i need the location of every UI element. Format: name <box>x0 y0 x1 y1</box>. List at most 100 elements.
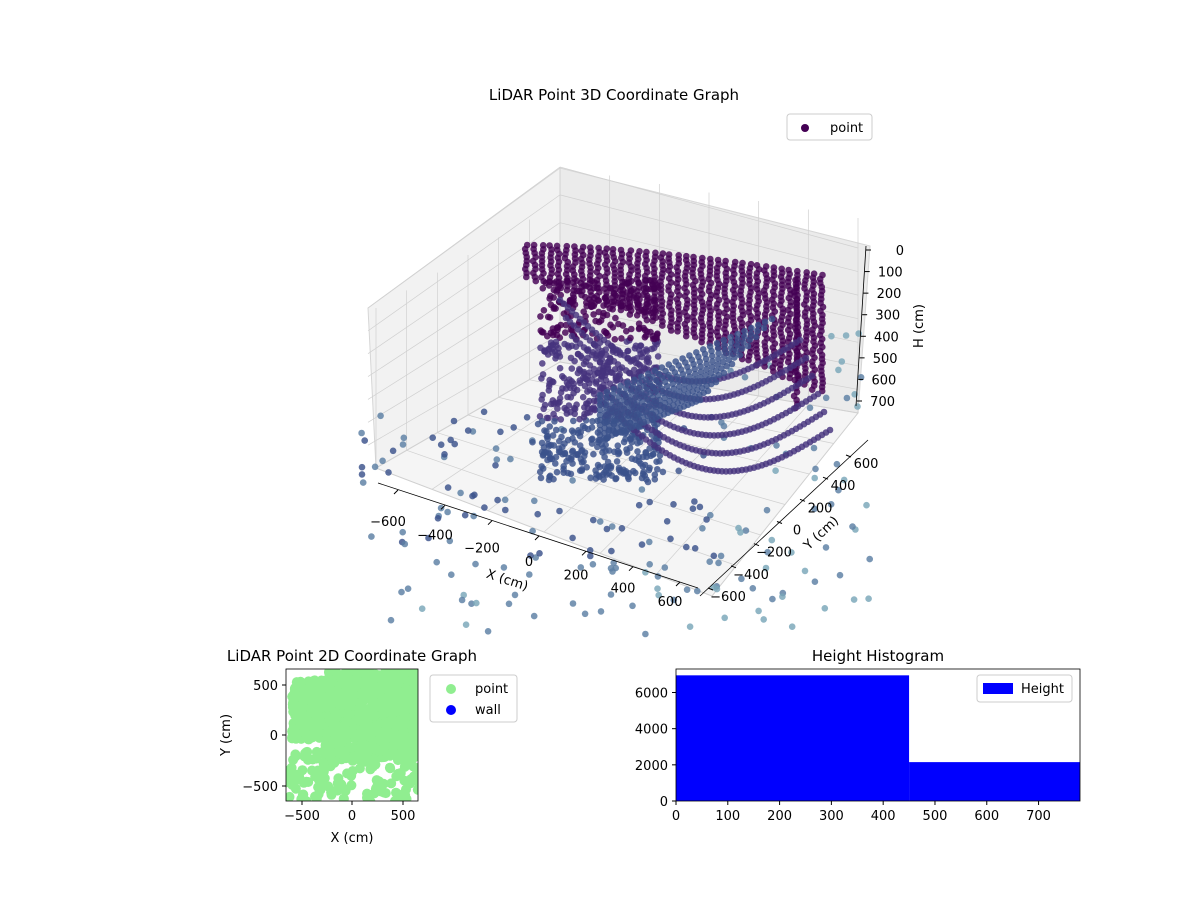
point-3d <box>721 352 728 360</box>
point-3d <box>636 379 643 387</box>
point-3d <box>540 405 547 413</box>
point-3d <box>709 358 716 365</box>
points-2d <box>286 669 418 801</box>
point-2d <box>341 753 351 764</box>
x-ticks-2d: −500 0 500 <box>284 801 415 824</box>
point-3d <box>608 298 616 306</box>
point-3d <box>629 382 637 389</box>
point-3d <box>591 406 599 414</box>
point-3d <box>510 424 517 431</box>
point-3d <box>451 440 459 448</box>
point-3d <box>741 333 748 340</box>
grid-line <box>367 333 561 446</box>
point-2d <box>339 723 350 733</box>
point-3d <box>835 486 842 494</box>
point-2d <box>292 728 303 739</box>
x-tick-histogram: 0 <box>672 809 680 824</box>
point-3d <box>569 477 576 484</box>
point-3d <box>602 441 609 449</box>
point-2d <box>360 704 371 715</box>
point-3d <box>849 523 856 530</box>
point-3d <box>720 337 728 344</box>
x-tick-2d: 0 <box>348 809 356 824</box>
point-2d <box>288 706 299 717</box>
point-3d <box>768 536 776 544</box>
point-3d <box>480 408 488 416</box>
point-3d <box>681 386 688 393</box>
point-3d <box>801 567 809 575</box>
chart-3d-title: LiDAR Point 3D Coordinate Graph <box>489 86 739 104</box>
point-3d <box>553 468 561 476</box>
x-tick-histogram: 100 <box>715 809 740 824</box>
point-3d <box>614 399 622 406</box>
point-3d <box>644 370 652 378</box>
point-3d <box>640 306 647 314</box>
point-3d <box>505 600 513 608</box>
point-3d <box>811 505 818 513</box>
legend-2d-marker-wall <box>446 705 456 715</box>
point-3d <box>747 330 755 338</box>
point-3d <box>559 385 566 392</box>
point-3d <box>561 404 568 412</box>
point-2d <box>345 687 356 698</box>
point-3d <box>710 584 717 591</box>
point-3d <box>691 333 699 341</box>
point-3d <box>560 374 568 382</box>
x-tick-3d: −600 <box>370 515 406 530</box>
point-3d <box>699 346 707 353</box>
legend-2d-label-point: point <box>475 682 508 697</box>
point-3d <box>551 280 558 287</box>
point-3d <box>544 313 552 321</box>
point-3d <box>640 291 647 299</box>
point-3d <box>827 501 835 508</box>
point-2d <box>355 732 366 743</box>
point-2d <box>386 778 397 789</box>
point-3d <box>529 527 536 535</box>
point-3d <box>609 396 616 403</box>
point-3d <box>703 360 710 368</box>
point-3d <box>691 545 699 552</box>
point-3d <box>663 518 671 525</box>
point-3d <box>665 361 673 368</box>
point-3d <box>578 447 585 455</box>
y-tick-3d: 600 <box>854 457 879 472</box>
point-3d <box>418 605 426 612</box>
z-tick-3d: 700 <box>870 395 895 410</box>
point-3d <box>854 403 861 410</box>
point-3d <box>671 390 678 398</box>
point-3d <box>638 486 646 493</box>
point-3d <box>549 349 556 356</box>
point-3d <box>539 371 547 378</box>
point-3d <box>608 401 616 409</box>
point-3d <box>523 414 531 421</box>
point-3d <box>646 498 653 506</box>
point-3d <box>697 374 704 381</box>
point-2d <box>313 789 324 800</box>
chart-3d: LiDAR Point 3D Coordinate Graph −600 −400… <box>358 86 927 638</box>
point-3d <box>462 621 470 628</box>
point-3d <box>694 587 701 595</box>
point-3d <box>618 525 626 532</box>
point-3d <box>590 450 597 458</box>
point-3d <box>654 585 661 592</box>
point-2d <box>393 686 404 697</box>
point-3d <box>697 368 705 376</box>
point-3d <box>615 393 622 401</box>
point-3d <box>721 614 728 622</box>
point-3d <box>615 320 622 328</box>
x-tick-mark-3d <box>581 550 587 556</box>
point-3d <box>537 474 545 482</box>
point-3d <box>686 373 693 380</box>
point-2d <box>286 791 295 801</box>
point-2d <box>335 734 346 745</box>
point-3d <box>588 302 596 310</box>
point-3d <box>556 507 563 515</box>
point-3d <box>651 471 659 479</box>
point-2d <box>314 711 325 722</box>
point-2d <box>353 714 364 725</box>
point-2d <box>323 749 334 759</box>
point-3d <box>526 571 533 578</box>
y-tick-3d: 200 <box>808 501 833 516</box>
point-3d <box>534 510 541 518</box>
